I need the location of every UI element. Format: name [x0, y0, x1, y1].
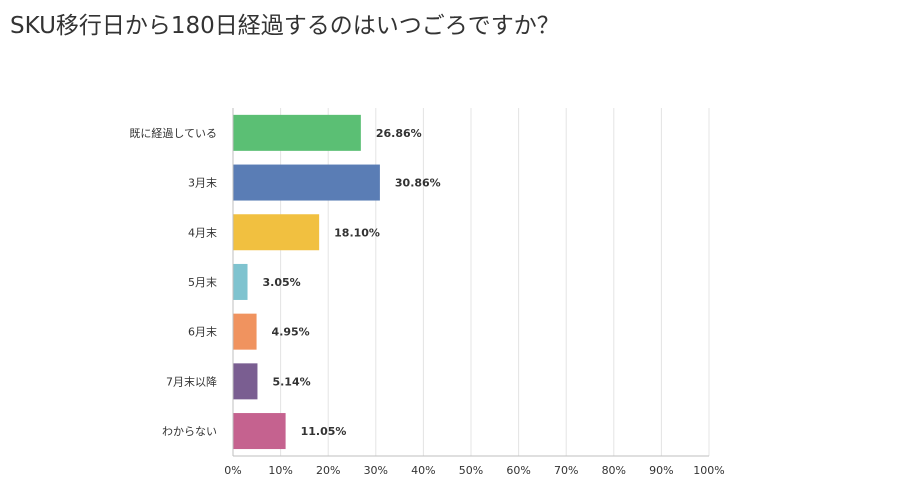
category-label: 6月末: [188, 325, 217, 339]
value-label: 5.14%: [272, 375, 310, 388]
category-label: わからない: [162, 425, 217, 438]
bar: [233, 363, 258, 400]
value-label: 4.95%: [272, 326, 310, 339]
category-label: 5月末: [188, 275, 217, 289]
category-label: 7月末以降: [166, 374, 217, 388]
x-tick-label: 90%: [649, 464, 673, 477]
x-tick-label: 0%: [224, 464, 241, 477]
bar: [233, 263, 248, 300]
x-tick-label: 50%: [459, 464, 483, 477]
value-label: 26.86%: [376, 127, 422, 140]
labels: 既に経過している 26.86% 3月末 30.86% 4月末 18.10% 5月末 3.05%…: [129, 127, 440, 438]
x-tick-label: 10%: [268, 464, 292, 477]
x-tick-label: 100%: [693, 464, 724, 477]
value-label: 30.86%: [395, 177, 441, 190]
axes: 0% 10% 20% 30% 40% 50% 60% 70% 80% 90% 100%: [224, 108, 725, 477]
x-tick-label: 80%: [602, 464, 626, 477]
chart-title: SKU移行日から180日経過するのはいつごろですか？: [10, 13, 560, 39]
x-tick-label: 30%: [364, 464, 388, 477]
value-label: 11.05%: [301, 425, 347, 438]
x-tick-label: 60%: [506, 464, 530, 477]
x-tick-label: 40%: [411, 464, 435, 477]
bar: [233, 164, 380, 201]
category-label: 既に経過している: [129, 127, 217, 140]
grid-lines: [280, 108, 710, 456]
x-tick-label: 20%: [316, 464, 340, 477]
bar: [233, 413, 286, 450]
value-label: 3.05%: [263, 276, 301, 289]
bars: [233, 114, 380, 450]
value-label: 18.10%: [334, 226, 380, 239]
x-tick-label: 70%: [554, 464, 578, 477]
bar: [233, 313, 257, 350]
bar: [233, 214, 320, 251]
category-label: 4月末: [188, 225, 217, 239]
bar: [233, 114, 361, 151]
category-label: 3月末: [188, 176, 217, 190]
